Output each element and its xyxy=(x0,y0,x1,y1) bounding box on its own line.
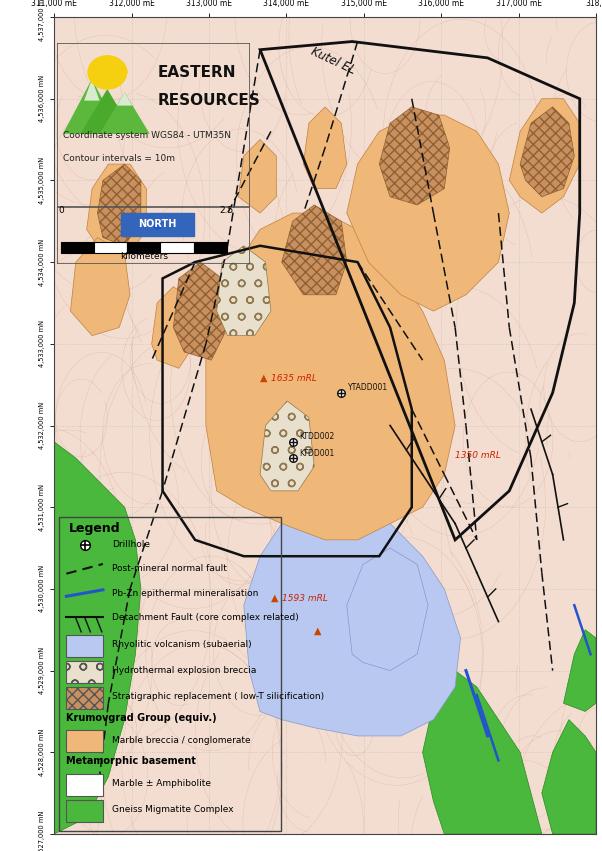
Polygon shape xyxy=(217,246,271,335)
Text: ▲: ▲ xyxy=(260,373,267,383)
Text: Pb-Zn epithermal mineralisation: Pb-Zn epithermal mineralisation xyxy=(112,589,258,597)
Polygon shape xyxy=(84,79,99,100)
FancyBboxPatch shape xyxy=(121,214,194,236)
Text: EASTERN: EASTERN xyxy=(157,65,236,80)
Polygon shape xyxy=(423,671,542,834)
Polygon shape xyxy=(238,140,276,213)
Polygon shape xyxy=(563,630,596,711)
Text: KTDD002: KTDD002 xyxy=(299,432,334,442)
Bar xyxy=(161,243,194,253)
Text: Stratigraphic replacement ( low-T silicification): Stratigraphic replacement ( low-T silici… xyxy=(112,692,324,701)
Text: Rhyolitic volcanism (subaerial): Rhyolitic volcanism (subaerial) xyxy=(112,640,252,649)
Polygon shape xyxy=(509,99,580,213)
Text: Post-mineral normal fault: Post-mineral normal fault xyxy=(112,564,227,574)
Bar xyxy=(66,730,103,752)
Bar xyxy=(66,687,103,709)
Polygon shape xyxy=(303,107,347,189)
Polygon shape xyxy=(99,93,150,134)
Text: Marble breccia / conglomerate: Marble breccia / conglomerate xyxy=(112,736,250,745)
Bar xyxy=(194,243,227,253)
Text: Detachment Fault (core complex related): Detachment Fault (core complex related) xyxy=(112,613,299,622)
Text: ▲: ▲ xyxy=(271,593,278,603)
Bar xyxy=(66,635,103,657)
Polygon shape xyxy=(542,720,596,834)
Text: NORTH: NORTH xyxy=(138,220,176,230)
Circle shape xyxy=(88,56,126,89)
Bar xyxy=(127,243,161,253)
Polygon shape xyxy=(282,205,347,294)
Text: YTADD001: YTADD001 xyxy=(348,383,388,392)
Bar xyxy=(66,774,103,797)
Polygon shape xyxy=(379,107,450,205)
Text: kilometers: kilometers xyxy=(120,252,168,261)
Polygon shape xyxy=(54,442,141,834)
Text: 1593 mRL: 1593 mRL xyxy=(282,594,327,603)
Text: 1635 mRL: 1635 mRL xyxy=(271,374,317,383)
Text: 2.5: 2.5 xyxy=(220,206,234,214)
Text: Marble ± Amphibolite: Marble ± Amphibolite xyxy=(112,780,211,788)
Polygon shape xyxy=(152,287,195,368)
Bar xyxy=(61,243,94,253)
Text: Gneiss Migmatite Complex: Gneiss Migmatite Complex xyxy=(112,805,234,814)
Bar xyxy=(66,661,103,683)
Text: ▲: ▲ xyxy=(314,625,321,636)
Polygon shape xyxy=(70,237,130,335)
Polygon shape xyxy=(520,107,574,197)
Polygon shape xyxy=(87,164,146,254)
Polygon shape xyxy=(260,401,314,491)
Text: Coordinate system WGS84 - UTM35N: Coordinate system WGS84 - UTM35N xyxy=(63,131,231,140)
Polygon shape xyxy=(80,89,134,134)
Text: Krumovgrad Group (equiv.): Krumovgrad Group (equiv.) xyxy=(66,712,217,722)
Text: Drillhole: Drillhole xyxy=(112,540,150,549)
Polygon shape xyxy=(98,164,141,246)
Bar xyxy=(94,243,127,253)
Polygon shape xyxy=(117,93,132,106)
Polygon shape xyxy=(244,507,461,736)
Polygon shape xyxy=(347,548,428,671)
Polygon shape xyxy=(347,115,509,311)
Text: Legend: Legend xyxy=(69,522,120,535)
Polygon shape xyxy=(206,213,455,540)
Polygon shape xyxy=(173,262,228,360)
Bar xyxy=(66,800,103,822)
Text: Hydrothermal explosion breccia: Hydrothermal explosion breccia xyxy=(112,666,256,675)
Text: KTDD001: KTDD001 xyxy=(299,448,334,458)
Text: Kutel EL: Kutel EL xyxy=(309,45,358,77)
Polygon shape xyxy=(63,79,121,134)
Text: Contour intervals = 10m: Contour intervals = 10m xyxy=(63,154,175,163)
Text: Metamorphic basement: Metamorphic basement xyxy=(66,757,196,766)
Text: 0: 0 xyxy=(58,206,64,214)
Text: RESOURCES: RESOURCES xyxy=(157,93,260,108)
Text: 1350 mRL: 1350 mRL xyxy=(455,451,501,460)
